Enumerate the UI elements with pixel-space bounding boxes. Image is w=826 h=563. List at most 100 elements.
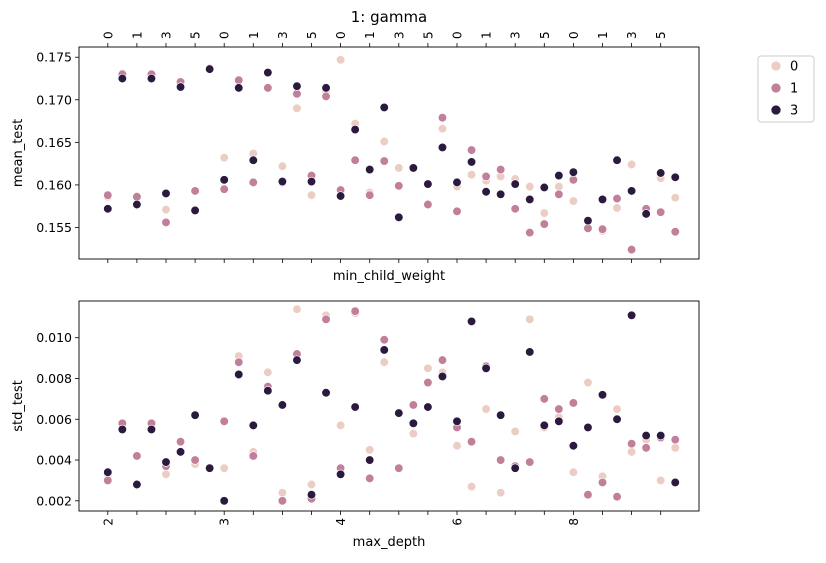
scatter-point-3 — [670, 172, 680, 182]
y-tick-label: 0.008 — [36, 371, 72, 386]
y-tick-label: 0.155 — [36, 220, 72, 235]
x-top-tick-label: 1 — [596, 31, 610, 39]
bottom-plot-area — [78, 300, 700, 512]
x-top-tick-label: 3 — [160, 31, 174, 39]
scatter-point-1 — [612, 492, 622, 502]
scatter-point-3 — [452, 416, 462, 426]
scatter-point-1 — [670, 434, 680, 445]
top-x-label: min_child_weight — [333, 269, 445, 284]
figure-title: 1: gamma — [351, 8, 428, 26]
scatter-point-1 — [583, 490, 593, 500]
scatter-point-1 — [321, 91, 331, 102]
scatter-point-3 — [568, 441, 579, 451]
scatter-point-3 — [277, 400, 288, 410]
scatter-point-1 — [161, 217, 171, 228]
scatter-point-1 — [175, 437, 186, 447]
scatter-point-1 — [365, 473, 375, 484]
scatter-point-3 — [103, 467, 113, 477]
scatter-point-0 — [335, 420, 346, 431]
x-top-tick-label: 1 — [247, 31, 261, 39]
scatter-point-0 — [656, 475, 666, 486]
scatter-point-3 — [234, 83, 244, 93]
x-tick-label: 2 — [101, 518, 115, 526]
scatter-point-1 — [626, 244, 637, 255]
scatter-point-3 — [219, 175, 229, 185]
scatter-point-1 — [423, 199, 433, 210]
scatter-point-3 — [539, 182, 549, 193]
legend-label: 3 — [790, 104, 798, 119]
scatter-point-3 — [248, 420, 258, 431]
scatter-point-1 — [452, 206, 462, 216]
scatter-point-3 — [350, 402, 360, 412]
scatter-point-3 — [641, 209, 651, 219]
x-top-tick-label: 5 — [189, 31, 203, 39]
top-x-axis-bottom — [107, 259, 662, 263]
scatter-point-3 — [292, 355, 302, 365]
scatter-point-3 — [641, 430, 651, 441]
scatter-point-3 — [568, 167, 579, 177]
scatter-point-3 — [408, 418, 419, 428]
scatter-point-3 — [263, 386, 273, 396]
scatter-point-1 — [292, 89, 302, 99]
scatter-point-0 — [568, 196, 579, 206]
scatter-point-3 — [423, 179, 433, 189]
scatter-point-3 — [597, 194, 608, 205]
scatter-point-3 — [626, 186, 637, 196]
scatter-point-3 — [525, 347, 535, 357]
scatter-point-1 — [670, 227, 680, 237]
y-tick-label: 0.160 — [36, 177, 72, 192]
scatter-point-3 — [306, 490, 317, 500]
scatter-point-1 — [466, 437, 477, 447]
scatter-point-3 — [394, 408, 404, 418]
x-tick-label: 8 — [567, 518, 581, 526]
scatter-point-1 — [597, 477, 608, 488]
scatter-point-0 — [568, 467, 579, 477]
scatter-point-3 — [365, 164, 375, 175]
scatter-point-0 — [437, 124, 448, 134]
bottom-x-axis: 2 3 4 6 8 — [101, 511, 662, 526]
x-tick-label: 6 — [451, 518, 465, 526]
scatter-point-3 — [510, 179, 520, 189]
y-tick-label: 0.175 — [36, 50, 72, 65]
scatter-point-3 — [554, 416, 564, 426]
scatter-point-1 — [539, 394, 549, 404]
scatter-point-0 — [379, 357, 389, 367]
legend-frame — [757, 55, 815, 123]
scatter-point-3 — [481, 363, 491, 373]
x-top-tick-label: 5 — [421, 31, 435, 39]
legend-label: 1 — [790, 82, 798, 97]
scatter-point-3 — [510, 463, 520, 473]
scatter-point-1 — [132, 192, 142, 202]
scatter-point-0 — [277, 488, 288, 498]
scatter-point-3 — [321, 388, 331, 398]
scatter-point-1 — [408, 400, 419, 410]
x-tick-label: 4 — [334, 518, 348, 526]
scatter-point-3 — [277, 176, 288, 187]
scatter-point-3 — [481, 187, 491, 197]
x-top-tick-label: 0 — [451, 31, 465, 39]
scatter-point-0 — [277, 161, 288, 171]
scatter-point-0 — [394, 163, 404, 173]
scatter-point-3 — [437, 371, 448, 382]
scatter-point-3 — [321, 83, 331, 93]
scatter-point-3 — [263, 67, 273, 78]
y-tick-label: 0.004 — [36, 453, 72, 468]
scatter-point-3 — [190, 410, 200, 420]
scatter-point-1 — [525, 227, 535, 238]
scatter-point-1 — [190, 186, 200, 196]
scatter-point-1 — [437, 355, 448, 365]
scatter-point-1 — [365, 190, 375, 200]
x-top-tick-label: 1 — [363, 31, 377, 39]
scatter-point-3 — [234, 369, 244, 380]
scatter-point-1 — [234, 75, 244, 85]
scatter-point-0 — [292, 103, 302, 113]
legend-marker-0 — [770, 60, 782, 72]
scatter-point-0 — [379, 136, 389, 147]
scatter-point-0 — [292, 304, 302, 314]
scatter-point-3 — [117, 424, 127, 435]
scatter-point-0 — [626, 447, 637, 457]
scatter-point-3 — [452, 177, 462, 188]
scatter-point-1 — [219, 184, 229, 194]
scatter-point-1 — [568, 398, 579, 408]
scatter-point-3 — [306, 176, 317, 187]
